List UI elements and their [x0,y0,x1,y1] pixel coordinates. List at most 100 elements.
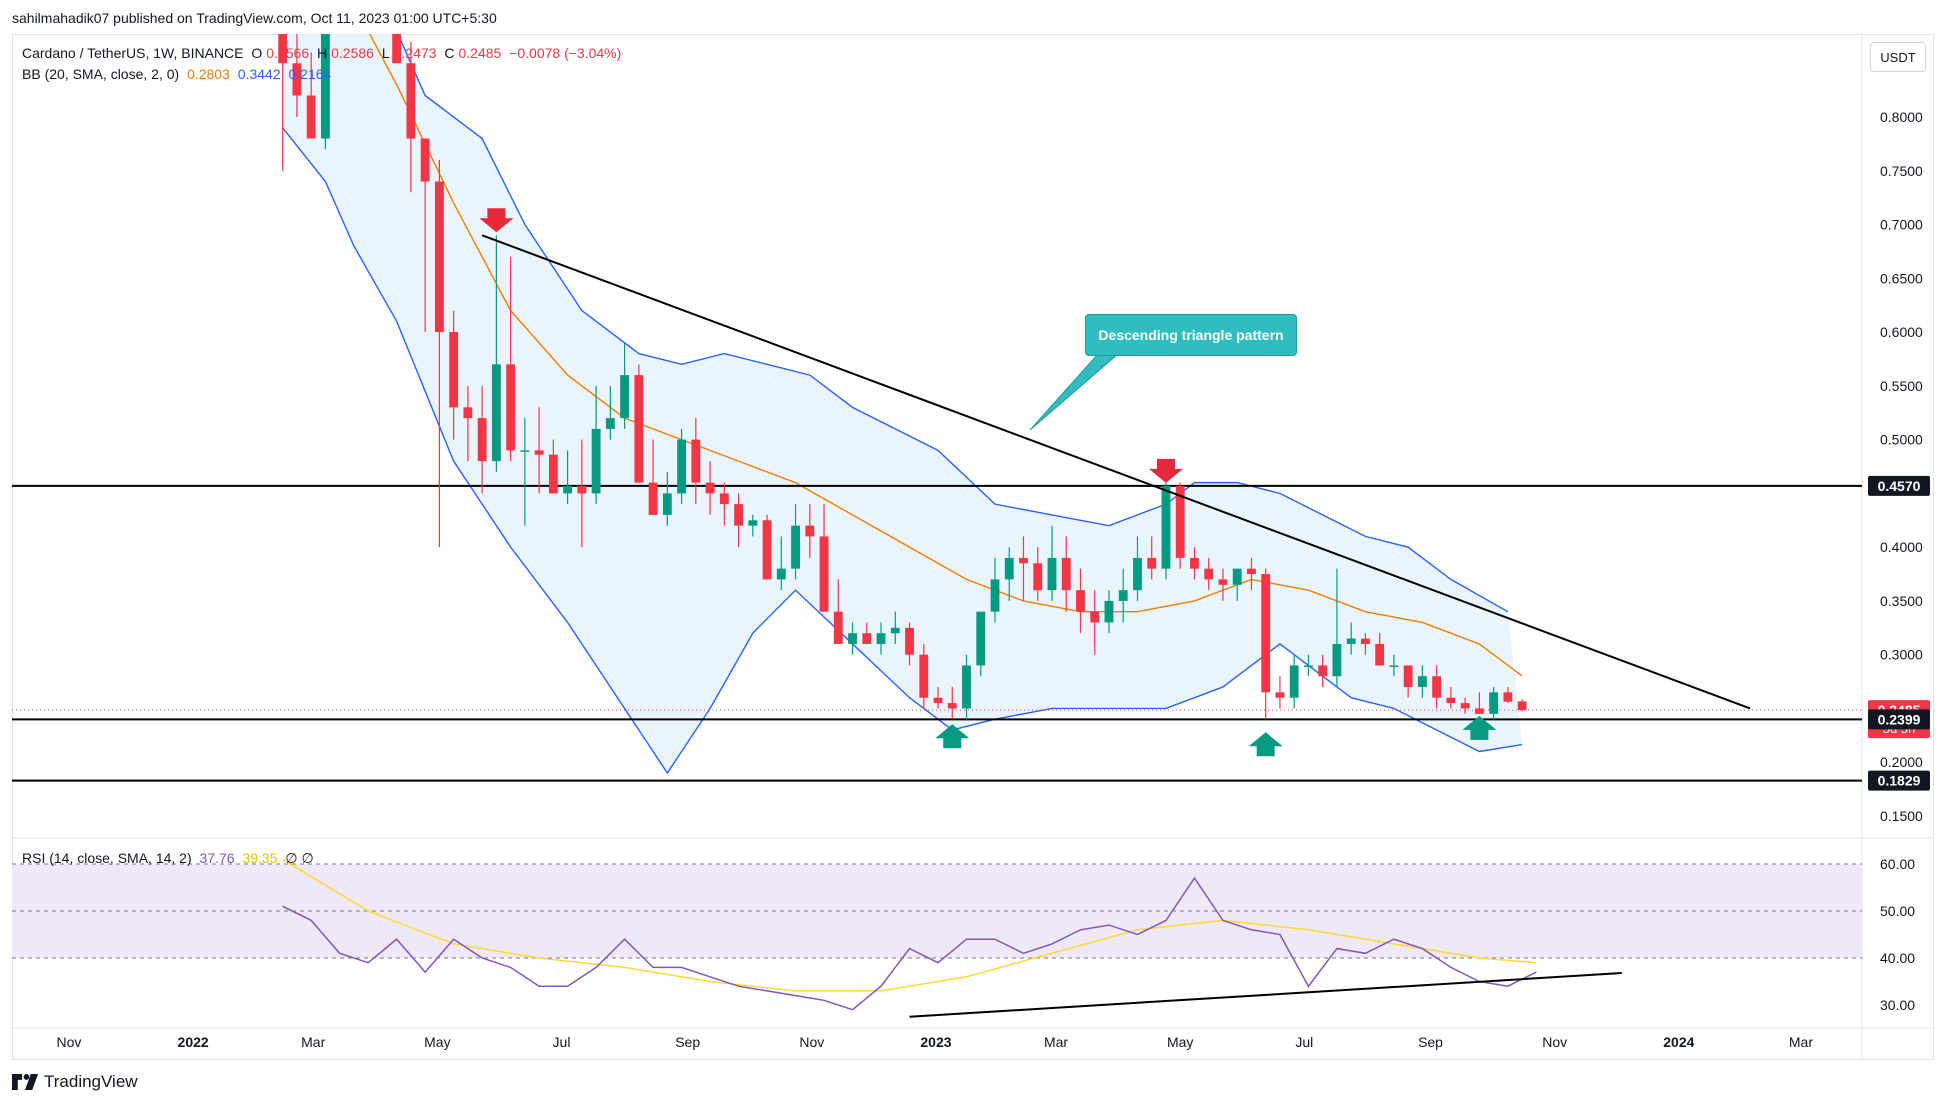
legend-l-label: L [381,45,390,61]
time-tick-label: May [1167,1034,1193,1050]
time-tick-label: Sep [1418,1034,1443,1050]
candle [1247,557,1256,591]
candle-body [463,407,473,419]
candle-body [406,63,416,139]
candle [434,160,444,548]
candle [1204,557,1214,591]
candle-body [634,375,644,483]
pattern-callout: Descending triangle pattern [1085,314,1297,356]
candle [1133,536,1142,601]
candle-body [1446,697,1456,704]
chart-frame [12,34,1934,1060]
candle-body [1275,692,1285,698]
candle-body [306,95,316,139]
down-arrow-marker-icon [479,208,514,233]
time-tick-label: Jul [553,1034,571,1050]
price-tick-label: 0.7500 [1880,163,1923,179]
candle-body [1232,568,1242,585]
candle [520,418,530,526]
candle-body [477,418,487,462]
candle [605,385,615,440]
legend-c-label: C [444,45,455,61]
time-tick-label: May [424,1034,450,1050]
candle-body [1133,557,1142,591]
candle [976,611,986,677]
badge-resistance: 0.4570 [1878,478,1921,494]
candle [1019,536,1028,601]
candle [1147,536,1157,580]
rsi-extra: ∅ ∅ [285,850,314,866]
candle [1446,686,1456,709]
candle-body [648,482,658,515]
candle [947,686,957,720]
candle [1289,654,1299,709]
time-tick-label: Nov [799,1034,824,1050]
candle-body [1517,701,1527,711]
candle-body [1061,557,1071,591]
candle [420,138,430,333]
candle-body [1304,665,1313,667]
bb-basis-line [368,34,1523,677]
price-tick-label: 0.2000 [1880,754,1923,770]
candle [905,622,914,666]
candle [321,34,330,150]
time-tick-label: 2023 [920,1034,951,1050]
candle-body [990,579,1000,612]
candle [392,34,402,64]
candle-body [1318,665,1328,677]
candle-body [1332,643,1342,677]
candle-body [1147,557,1157,569]
time-tick-label: Jul [1295,1034,1313,1050]
candle [890,611,900,644]
candle-body [734,504,743,526]
legend-h-value: 0.2586 [331,45,374,61]
price-tick-label: 0.3500 [1880,593,1923,609]
candle-body [449,332,459,408]
candle [748,514,758,537]
candle [1517,699,1527,712]
legend-h-label: H [317,45,328,61]
candle [848,622,857,655]
bb-upper-value: 0.3442 [237,66,281,82]
candle-body [833,611,843,644]
candle-body [548,454,558,494]
price-tick-label: 0.5000 [1880,432,1923,448]
candle-body [962,665,971,709]
candle [1047,525,1057,601]
candle-body [1432,676,1442,698]
up-arrow-marker-icon [935,724,970,749]
candle-body [1090,611,1100,623]
candle [278,34,288,171]
time-tick-label: Nov [1542,1034,1567,1050]
legend-l-value: 0.2473 [393,45,437,61]
price-tick-label: 0.4000 [1880,539,1923,555]
tradingview-logo-icon [12,1074,38,1090]
badge-lower-support-bg [1868,770,1930,791]
candle-body [719,493,729,505]
candle-body [1161,485,1171,569]
callout-pointer [1029,353,1120,431]
time-tick-label: Sep [675,1034,700,1050]
time-tick-label: Nov [57,1034,82,1050]
candle-body [1389,665,1399,667]
candle-body [1047,557,1057,591]
currency-button[interactable]: USDT [1870,42,1926,72]
candle-body [947,703,957,709]
candle [805,504,815,558]
price-tick-label: 0.6000 [1880,324,1923,340]
candle-body [392,34,402,64]
candle [1261,568,1271,720]
candle-body [890,627,900,634]
candle [648,439,658,515]
candle-body [1004,557,1014,580]
main-pane [12,34,1862,782]
candle-body [1346,638,1356,644]
candle-body [506,364,516,451]
candle [1190,547,1199,580]
bb-fill [282,34,1523,773]
footer-brand[interactable]: TradingView [12,1072,138,1092]
candle [662,471,672,526]
badge-lower-support: 0.1829 [1878,773,1921,789]
candle-body [776,568,786,580]
